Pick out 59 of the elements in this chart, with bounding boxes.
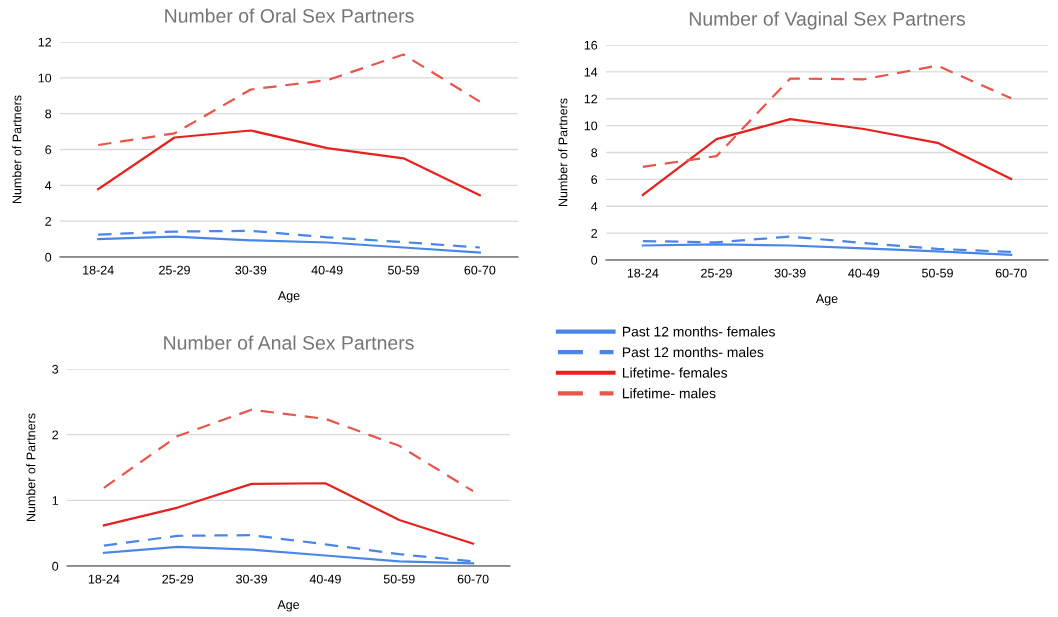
x-tick-label: 18-24 [627,268,659,278]
x-tick-label: 40-49 [848,268,880,278]
y-tick-label: 0 [591,255,598,265]
y-tick-label: 6 [591,175,598,185]
y-axis-title: Number of Partners [12,95,22,204]
legend-label: Lifetime- females [622,367,728,378]
y-tick-label: 16 [584,40,598,50]
y-tick-label: 2 [45,216,52,226]
x-tick-label: 50-59 [383,574,415,584]
y-tick-label: 3 [52,364,59,374]
x-tick-label: 30-39 [236,574,267,584]
y-tick-label: 8 [591,148,598,158]
y-tick-label: 14 [584,67,598,77]
x-tick-label: 40-49 [311,265,343,275]
legend-label: Past 12 months- females [622,326,775,337]
legend-label: Past 12 months- males [622,346,764,358]
chart-title: Number of Oral Sex Partners [165,8,414,23]
line-series [97,53,481,147]
x-tick-label: 30-39 [235,265,267,275]
legend-label: Lifetime- males [622,388,716,399]
line-series [97,129,481,197]
x-tick-label: 18-24 [88,574,120,584]
y-tick-label: 0 [45,252,52,262]
x-tick-label: 30-39 [774,268,806,278]
y-tick-label: 12 [584,94,598,104]
x-tick-label: 25-29 [701,268,732,278]
chart-title: Number of Vaginal Sex Partners [689,11,966,30]
line-series [641,64,1013,168]
y-tick-label: 6 [45,145,52,155]
y-tick-label: 4 [45,181,52,190]
y-tick-label: 10 [38,73,52,83]
y-tick-label: 2 [52,430,59,440]
x-tick-label: 60-70 [464,265,496,275]
x-tick-label: 18-24 [83,265,114,275]
x-tick-label: 60-70 [457,574,489,584]
y-tick-label: 8 [45,109,52,119]
y-tick-label: 1 [52,496,59,505]
x-tick-label: 60-70 [995,268,1027,278]
x-axis-title: Age [277,291,300,303]
y-tick-label: 2 [591,228,598,238]
line-series [97,235,481,254]
x-axis-title: Age [815,294,838,306]
x-tick-label: 50-59 [388,265,419,275]
y-tick-label: 12 [38,37,52,47]
x-axis-title: Age [277,600,300,612]
line-series [97,229,481,249]
line-series [641,118,1013,197]
x-tick-label: 50-59 [922,268,953,278]
chart-title: Number of Anal Sex Partners [164,335,414,350]
y-axis-title: Number of Partners [26,413,36,522]
y-axis-title: Number of Partners [558,98,568,207]
line-series [102,482,475,545]
x-tick-label: 40-49 [309,574,341,584]
y-tick-label: 0 [52,561,59,571]
line-series [102,408,475,493]
y-tick-label: 4 [591,202,598,211]
x-tick-label: 25-29 [159,265,190,275]
x-tick-label: 25-29 [162,574,194,584]
y-tick-label: 10 [584,121,598,131]
